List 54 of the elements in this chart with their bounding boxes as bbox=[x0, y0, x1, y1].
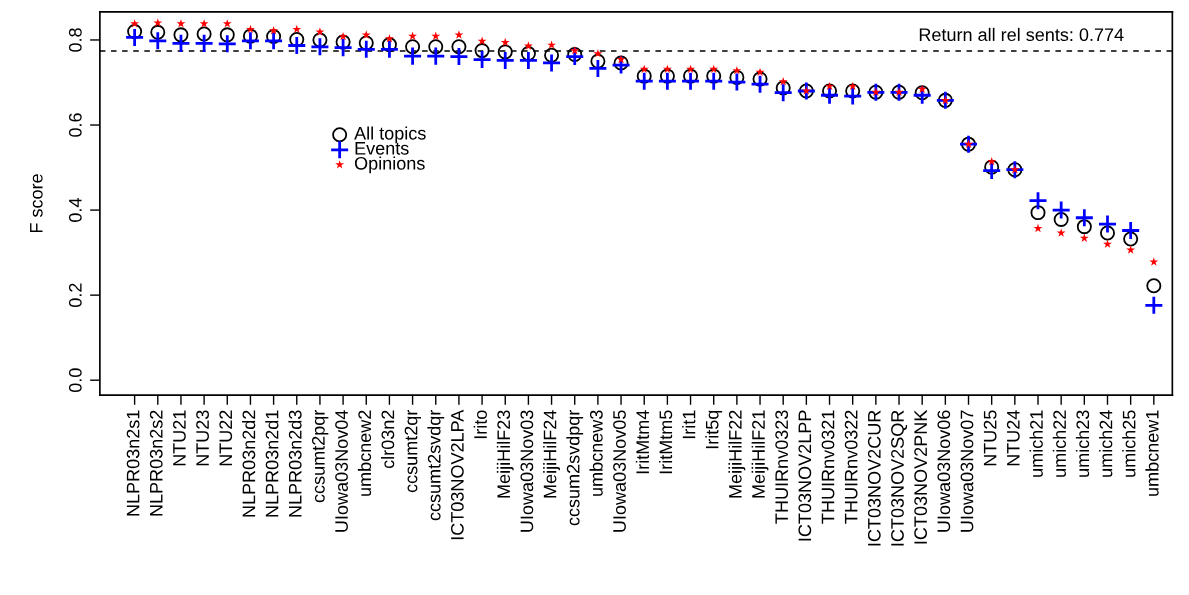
y-tick-label: 0.2 bbox=[68, 283, 82, 307]
x-tick-label: ICT03NOV2LPP bbox=[798, 410, 812, 541]
legend-label: Events bbox=[355, 142, 409, 155]
x-tick-label: umich24 bbox=[1099, 410, 1113, 477]
x-tick-label: ccsumt2qr bbox=[404, 409, 421, 493]
x-tick-label: umich23 bbox=[1075, 410, 1090, 477]
x-tick-label: UIowa03Nov05 bbox=[613, 410, 626, 532]
y-tick-label: 0.6 bbox=[68, 113, 82, 137]
y-axis-title: F score bbox=[30, 174, 43, 233]
y-tick-label: 0.0 bbox=[68, 368, 82, 393]
x-tick-label: NTU23 bbox=[196, 410, 209, 466]
x-tick-label: umich25 bbox=[1122, 410, 1136, 477]
y-tick-label: 0.4 bbox=[68, 198, 82, 222]
x-tick-label: NTU21 bbox=[173, 410, 186, 466]
legend-label: Opinions bbox=[354, 156, 425, 174]
x-tick-label: MeijiHilF23 bbox=[496, 410, 514, 498]
x-tick-label: THUIRnv0323 bbox=[775, 410, 789, 524]
x-tick-label: ICT03NOV2SQR bbox=[891, 410, 908, 546]
x-tick-label: ICT03NOV2PNK bbox=[914, 409, 928, 544]
ref-line-label: Return all rel sents: 0.774 bbox=[919, 27, 1124, 42]
x-tick-label: Irit1 bbox=[682, 410, 696, 439]
x-tick-label: ccsumt2pqr bbox=[311, 409, 329, 503]
x-tick-label: THUIRnv0322 bbox=[844, 410, 858, 524]
x-tick-label: UIowa03Nov03 bbox=[520, 410, 534, 532]
x-tick-label: IritMtm5 bbox=[658, 410, 673, 474]
x-tick-label: NLPR03n2d3 bbox=[288, 410, 302, 517]
x-tick-label: NLPR03n2d1 bbox=[265, 410, 279, 517]
x-tick-label: UIowa03Nov07 bbox=[960, 410, 974, 532]
x-tick-label: umich21 bbox=[1029, 410, 1043, 477]
x-tick-label: NLPR03n2s1 bbox=[126, 410, 140, 516]
x-tick-label: Irit5q bbox=[705, 410, 723, 449]
x-tick-label: MeijiHilF22 bbox=[728, 410, 746, 498]
x-tick-label: umbcnew1 bbox=[1145, 410, 1159, 496]
x-tick-label: UIowa03Nov06 bbox=[937, 410, 951, 532]
x-tick-label: THUIRnv0321 bbox=[821, 410, 835, 524]
x-tick-label: UIowa03Nov04 bbox=[335, 410, 348, 532]
x-tick-label: NTU24 bbox=[1006, 410, 1020, 466]
x-tick-label: clr03n2 bbox=[381, 410, 395, 469]
x-tick-label: MeijiHilF21 bbox=[751, 410, 769, 498]
x-tick-label: NLPR03n2s2 bbox=[149, 410, 163, 516]
x-tick-label: ccsum2svdpqr bbox=[566, 409, 584, 526]
x-tick-label: NTU22 bbox=[219, 410, 233, 466]
x-tick-label: MeijiHilF24 bbox=[543, 410, 560, 498]
x-tick-label: umich22 bbox=[1052, 410, 1067, 477]
x-tick-label: Irito bbox=[473, 410, 487, 439]
x-tick-label: umbcnew3 bbox=[589, 410, 603, 496]
x-tick-label: NLPR03n2d2 bbox=[242, 410, 256, 517]
x-tick-label: umbcnew2 bbox=[357, 410, 372, 496]
x-tick-label: ICT03NOV2LPA bbox=[450, 409, 464, 540]
y-tick-label: 0.8 bbox=[68, 28, 82, 52]
x-tick-label: IritMtm4 bbox=[635, 410, 650, 474]
x-tick-label: ICT03NOV2CUR bbox=[867, 410, 881, 546]
x-tick-label: ccsumt2svdqr bbox=[427, 409, 445, 521]
x-tick-label: NTU25 bbox=[983, 410, 997, 466]
